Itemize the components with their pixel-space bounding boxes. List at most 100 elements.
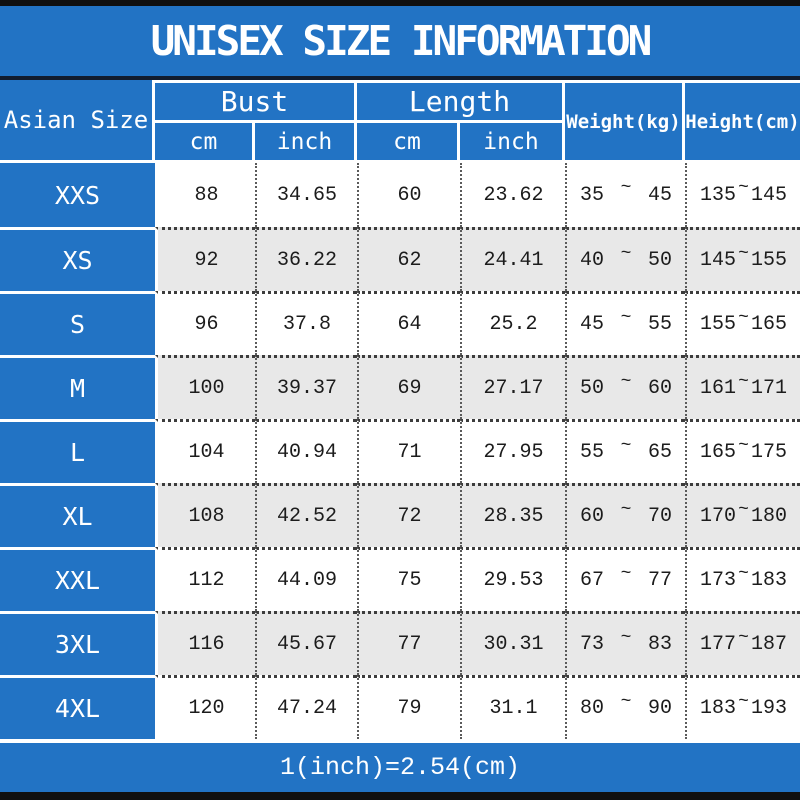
height-range-cell: 165 ~ 175 <box>685 419 800 483</box>
header-length-label: Length <box>357 83 562 123</box>
length-inch-cell: 27.17 <box>460 355 565 419</box>
weight-min: 80 <box>580 697 605 720</box>
top-border-bar <box>0 0 800 6</box>
height-min: 177 <box>700 633 737 656</box>
table-row: S 96 37.8 64 25.2 45 ~ 55 155 ~ 165 <box>0 291 800 355</box>
height-range-cell: 173 ~ 183 <box>685 547 800 611</box>
weight-range-cell: 73 ~ 83 <box>565 611 685 675</box>
height-max: 193 <box>750 697 787 720</box>
size-cell: XXS <box>0 163 155 227</box>
tilde-glyph: ~ <box>738 371 749 392</box>
height-min: 145 <box>700 249 737 272</box>
weight-max: 65 <box>647 441 672 464</box>
size-cell: 4XL <box>0 675 155 739</box>
height-max: 187 <box>750 633 787 656</box>
height-min: 183 <box>700 697 737 720</box>
height-max: 165 <box>750 313 787 336</box>
weight-min: 50 <box>580 377 605 400</box>
weight-range-cell: 60 ~ 70 <box>565 483 685 547</box>
bust-inch-cell: 36.22 <box>255 227 357 291</box>
length-cm-cell: 69 <box>357 355 460 419</box>
bust-inch-cell: 44.09 <box>255 547 357 611</box>
length-cm-cell: 71 <box>357 419 460 483</box>
length-inch-cell: 29.53 <box>460 547 565 611</box>
height-max: 183 <box>750 569 787 592</box>
bust-cm-cell: 96 <box>155 291 255 355</box>
weight-max: 60 <box>647 377 672 400</box>
table-row: XXS 88 34.65 60 23.62 35 ~ 45 135 ~ 145 <box>0 163 800 227</box>
tilde-glyph: ~ <box>738 178 749 198</box>
tilde-glyph: ~ <box>620 563 632 584</box>
height-range-cell: 145 ~ 155 <box>685 227 800 291</box>
tilde-glyph: ~ <box>620 691 632 712</box>
bust-inch-cell: 45.67 <box>255 611 357 675</box>
height-max: 155 <box>750 249 787 272</box>
weight-max: 55 <box>647 313 672 336</box>
size-cell: M <box>0 355 155 419</box>
weight-max: 45 <box>647 183 672 207</box>
size-cell: XL <box>0 483 155 547</box>
size-cell: L <box>0 419 155 483</box>
weight-range-cell: 80 ~ 90 <box>565 675 685 739</box>
weight-max: 70 <box>647 505 672 528</box>
table-row: XL 108 42.52 72 28.35 60 ~ 70 170 ~ 180 <box>0 483 800 547</box>
tilde-glyph: ~ <box>738 627 749 648</box>
weight-range-cell: 55 ~ 65 <box>565 419 685 483</box>
height-min: 165 <box>700 441 737 464</box>
height-min: 155 <box>700 313 737 336</box>
height-min: 173 <box>700 569 737 592</box>
bust-inch-cell: 37.8 <box>255 291 357 355</box>
weight-max: 50 <box>647 249 672 272</box>
tilde-glyph: ~ <box>738 307 749 328</box>
table-row: XS 92 36.22 62 24.41 40 ~ 50 145 ~ 155 <box>0 227 800 291</box>
length-inch-cell: 25.2 <box>460 291 565 355</box>
weight-min: 60 <box>580 505 605 528</box>
table-row: M 100 39.37 69 27.17 50 ~ 60 161 ~ 171 <box>0 355 800 419</box>
length-inch-cell: 24.41 <box>460 227 565 291</box>
length-cm-cell: 75 <box>357 547 460 611</box>
height-range-cell: 177 ~ 187 <box>685 611 800 675</box>
bust-inch-cell: 42.52 <box>255 483 357 547</box>
header-group-bust: Bust cm inch <box>155 80 357 160</box>
bust-cm-cell: 108 <box>155 483 255 547</box>
bust-inch-cell: 34.65 <box>255 163 357 227</box>
size-cell: S <box>0 291 155 355</box>
height-range-cell: 183 ~ 193 <box>685 675 800 739</box>
bust-cm-cell: 92 <box>155 227 255 291</box>
title-band: UNISEX SIZE INFORMATION <box>0 6 800 76</box>
bust-cm-cell: 104 <box>155 419 255 483</box>
tilde-glyph: ~ <box>620 307 632 328</box>
tilde-glyph: ~ <box>738 435 749 456</box>
tilde-glyph: ~ <box>738 499 749 520</box>
table-row: 3XL 116 45.67 77 30.31 73 ~ 83 177 ~ 187 <box>0 611 800 675</box>
size-cell: 3XL <box>0 611 155 675</box>
length-cm-cell: 62 <box>357 227 460 291</box>
header-height: Height(cm) <box>685 80 800 160</box>
table-row: L 104 40.94 71 27.95 55 ~ 65 165 ~ 175 <box>0 419 800 483</box>
length-cm-cell: 64 <box>357 291 460 355</box>
length-cm-cell: 60 <box>357 163 460 227</box>
weight-range-cell: 50 ~ 60 <box>565 355 685 419</box>
weight-min: 67 <box>580 569 605 592</box>
header-weight: Weight(kg) <box>565 80 685 160</box>
bust-cm-cell: 112 <box>155 547 255 611</box>
bottom-border-bar <box>0 792 800 800</box>
header-length-cm: cm <box>357 123 460 160</box>
length-inch-cell: 23.62 <box>460 163 565 227</box>
length-inch-cell: 31.1 <box>460 675 565 739</box>
height-min: 135 <box>700 183 737 207</box>
height-range-cell: 135 ~ 145 <box>685 163 800 227</box>
header-bust-label: Bust <box>155 83 354 123</box>
weight-min: 35 <box>580 183 605 207</box>
bust-inch-cell: 40.94 <box>255 419 357 483</box>
bust-cm-cell: 100 <box>155 355 255 419</box>
tilde-glyph: ~ <box>738 563 749 584</box>
bust-inch-cell: 47.24 <box>255 675 357 739</box>
size-cell: XS <box>0 227 155 291</box>
bust-cm-cell: 120 <box>155 675 255 739</box>
table-row: 4XL 120 47.24 79 31.1 80 ~ 90 183 ~ 193 <box>0 675 800 739</box>
height-min: 161 <box>700 377 737 400</box>
header-asian-size: Asian Size <box>0 80 155 160</box>
length-inch-cell: 27.95 <box>460 419 565 483</box>
